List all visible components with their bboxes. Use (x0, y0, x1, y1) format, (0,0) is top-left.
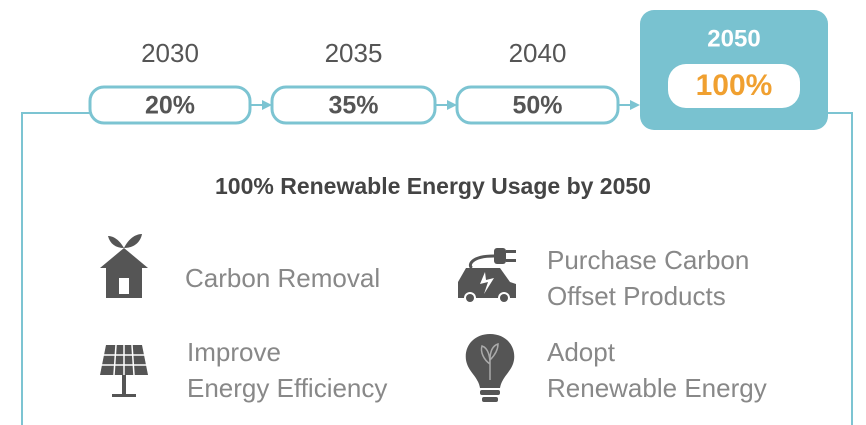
milestone-value: 50% (512, 92, 562, 120)
icon-car-plug (458, 248, 516, 304)
connector (828, 112, 853, 425)
action-text: Energy Efficiency (187, 373, 387, 403)
milestone-box (88, 85, 252, 125)
connector (21, 112, 90, 425)
final-year: 2050 (707, 25, 760, 52)
icon-solar-panel (100, 344, 148, 397)
action-text: Offset Products (547, 281, 726, 311)
action-text: Improve (187, 337, 281, 367)
icon-house (100, 234, 148, 298)
milestone-value: 20% (145, 92, 195, 120)
action-text: Adopt (547, 337, 616, 367)
action-text: Carbon Removal (185, 263, 380, 293)
milestone-year: 2030 (141, 38, 199, 68)
milestone-year: 2035 (325, 38, 383, 68)
icon-bulb (465, 334, 515, 402)
final-value: 100% (696, 69, 773, 102)
milestones: 2030 20% 2035 35% 2040 50% (88, 38, 620, 125)
milestone-year: 2040 (509, 38, 567, 68)
action-text: Purchase Carbon (547, 245, 749, 275)
milestone-box (455, 85, 620, 125)
title: 100% Renewable Energy Usage by 2050 (215, 173, 651, 199)
action-text: Renewable Energy (547, 373, 767, 403)
actions: Carbon Removal Purchase Carbon Offset Prod… (185, 245, 767, 403)
milestone-value: 35% (328, 92, 378, 120)
final-value-box (668, 64, 800, 108)
milestone-box (270, 85, 437, 125)
